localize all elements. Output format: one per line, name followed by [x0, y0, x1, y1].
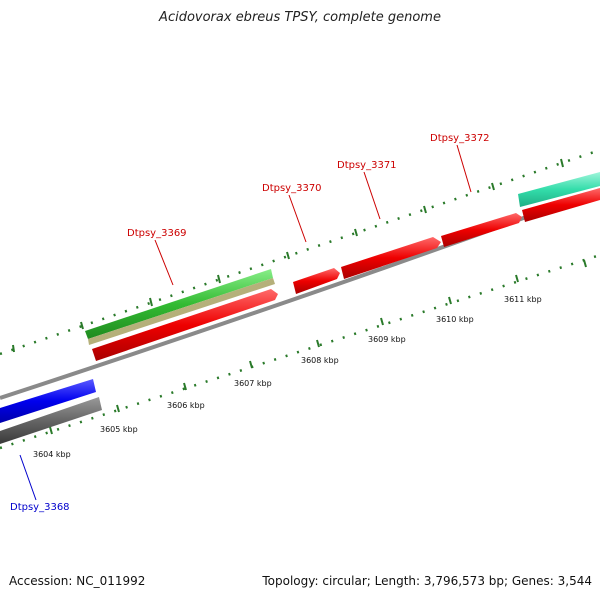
cds-arrow-dtpsy-3372[interactable]: [441, 213, 522, 247]
scale-label-3607: 3607 kbp: [234, 379, 272, 388]
reverse-features: [0, 379, 102, 444]
gene-label-dtpsy-3372[interactable]: Dtpsy_3372: [430, 133, 490, 144]
scale-label-3611: 3611 kbp: [504, 295, 542, 304]
scale-label-3604: 3604 kbp: [33, 450, 71, 459]
gene-labels: Dtpsy_3368 Dtpsy_3369 Dtpsy_3370 Dtpsy_3…: [10, 133, 490, 513]
gene-label-dtpsy-3368[interactable]: Dtpsy_3368: [10, 502, 70, 513]
cds-arrow-dtpsy-3370[interactable]: [293, 268, 340, 294]
accession-text: Accession: NC_011992: [9, 574, 146, 588]
cds-arrow-dtpsy-3369[interactable]: [92, 289, 278, 361]
forward-features: [85, 172, 600, 361]
feature-dark-gray[interactable]: [0, 397, 102, 444]
cds-arrow-dtpsy-3368[interactable]: [0, 379, 96, 423]
rna-feature-khaki[interactable]: [88, 278, 275, 345]
gene-label-dtpsy-3369[interactable]: Dtpsy_3369: [127, 228, 187, 239]
scale-label-3605: 3605 kbp: [100, 425, 138, 434]
feature-teal[interactable]: [518, 172, 600, 207]
gene-label-dtpsy-3371[interactable]: Dtpsy_3371: [337, 160, 397, 171]
cds-arrow-dtpsy-3371[interactable]: [341, 237, 441, 279]
gene-label-dtpsy-3370[interactable]: Dtpsy_3370: [262, 183, 322, 194]
scale-labels: 3604 kbp 3605 kbp 3606 kbp 3607 kbp 3608…: [33, 295, 542, 459]
upper-tick-track: [0, 148, 600, 356]
cds-arrow-next[interactable]: [522, 188, 600, 222]
scale-label-3606: 3606 kbp: [167, 401, 205, 410]
scale-label-3609: 3609 kbp: [368, 335, 406, 344]
map-title: Acidovorax ebreus TPSY, complete genome: [159, 10, 441, 25]
genome-backbone: [0, 188, 600, 400]
scale-label-3610: 3610 kbp: [436, 315, 474, 324]
lower-tick-track: [0, 253, 600, 450]
scale-label-3608: 3608 kbp: [301, 356, 339, 365]
rna-feature-green[interactable]: [85, 269, 273, 339]
gene-label-leaders: [19, 144, 472, 501]
genome-summary-text: Topology: circular; Length: 3,796,573 bp…: [262, 574, 592, 588]
